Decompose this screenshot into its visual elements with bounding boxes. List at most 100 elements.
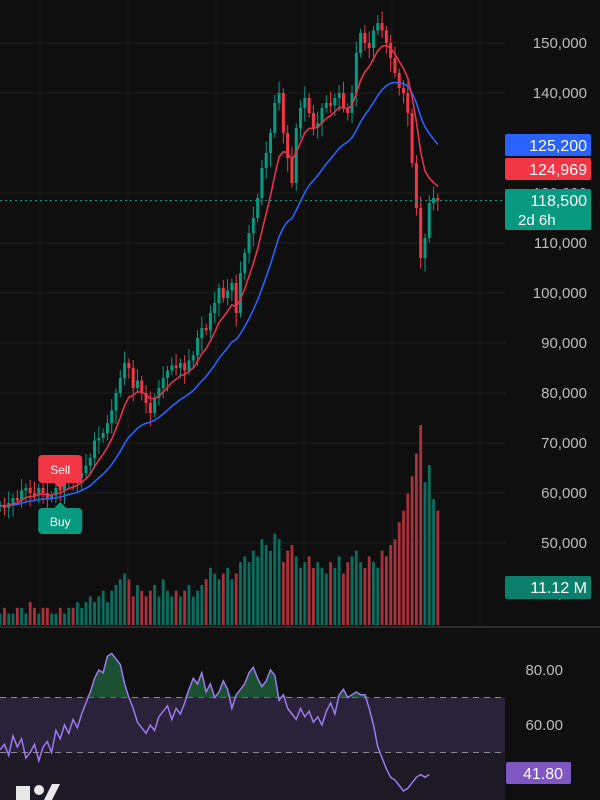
candle-body [324, 103, 328, 108]
candle [427, 195, 431, 243]
volume-bar [337, 556, 341, 625]
candle-body [333, 98, 337, 106]
candle [359, 28, 363, 58]
candle-body [320, 108, 324, 123]
volume-bar [346, 562, 350, 625]
volume-bar [37, 613, 41, 625]
volume-bar [170, 596, 174, 625]
candle-body [41, 488, 45, 493]
candle-body [359, 33, 363, 53]
volume-bar [148, 590, 152, 625]
volume-bar [3, 607, 6, 625]
sell-signal-pointer [54, 483, 67, 489]
candle-body [277, 93, 281, 103]
candle [114, 388, 118, 424]
volume-bar [376, 567, 380, 625]
volume-bar [28, 602, 32, 625]
logo-slash [44, 784, 60, 800]
volume-bar [230, 579, 234, 625]
volume-bar [273, 533, 277, 625]
volume-bar [41, 607, 45, 625]
candle-body [346, 108, 350, 113]
candle-body [204, 328, 208, 331]
volume-bar [93, 602, 96, 625]
volume-bar [372, 562, 375, 625]
volume-bar [84, 602, 88, 625]
candle [303, 86, 307, 122]
candle-body [397, 73, 401, 88]
volume-bar [333, 567, 337, 625]
volume-bar [303, 562, 307, 625]
candle-body [384, 30, 388, 43]
rsi-value-tag [506, 762, 571, 784]
candle-body [174, 365, 178, 368]
candle-body [371, 30, 375, 48]
volume-bar [247, 562, 251, 625]
volume-bar [67, 607, 71, 625]
candle-body [243, 253, 247, 273]
rsi-value-tag-label: 41.80 [523, 766, 563, 783]
volume-bar [243, 556, 247, 625]
volume-bar [234, 573, 238, 625]
candle [419, 196, 423, 269]
price-axis-tick-label: 140,000 [533, 85, 587, 102]
candle-body [316, 123, 320, 128]
candle [153, 393, 157, 418]
volume-bar [260, 539, 264, 625]
candle-body [307, 98, 311, 113]
volume-bar [402, 510, 405, 625]
candle [144, 385, 148, 414]
candle-body [217, 288, 221, 303]
candle [294, 123, 298, 191]
candle [217, 283, 221, 317]
volume-bar [127, 579, 131, 625]
moving-average-red [0, 44, 439, 507]
candle [45, 481, 49, 512]
volume-bar [239, 562, 242, 625]
volume-bar [131, 596, 135, 625]
candle-body [144, 393, 148, 403]
candle [191, 351, 195, 368]
candle-body [419, 208, 423, 258]
candle [140, 376, 144, 401]
volume-bar [101, 590, 105, 625]
volume-bar [191, 596, 195, 625]
candle-body [393, 58, 397, 73]
last-price-tag [505, 189, 591, 230]
candle [299, 100, 303, 139]
volume-bar [123, 573, 127, 625]
price-axis-tick-label: 90,000 [541, 335, 587, 352]
volume-bar [213, 573, 217, 625]
volume-bar [350, 556, 354, 625]
candle [410, 108, 414, 168]
volume-bar [251, 550, 255, 625]
rsi-axis-tick-label: 60.00 [525, 717, 563, 734]
candle-body [268, 133, 272, 153]
tradingview-logo [16, 784, 60, 800]
price-axis-tick-label: 80,000 [541, 385, 587, 402]
volume-series [0, 425, 440, 625]
candle-body [341, 93, 345, 108]
candle-body [63, 483, 67, 491]
candle-body [28, 488, 32, 493]
rsi-overbought-fill [0, 653, 430, 698]
candle-body [114, 393, 118, 411]
volume-bar [410, 476, 414, 625]
candle [183, 355, 187, 384]
candle-body [105, 423, 109, 433]
volume-bar [33, 607, 36, 625]
candle-body [101, 433, 105, 438]
volume-bar [406, 493, 410, 625]
candle [234, 275, 238, 327]
candle-body [363, 33, 367, 43]
candle-series [0, 11, 440, 519]
candle-body [24, 488, 28, 491]
volume-bar [380, 550, 384, 625]
volume-bar [393, 539, 397, 625]
candle [118, 370, 122, 398]
candle-body [281, 93, 285, 133]
candle-body [337, 93, 341, 98]
candle [423, 233, 427, 272]
